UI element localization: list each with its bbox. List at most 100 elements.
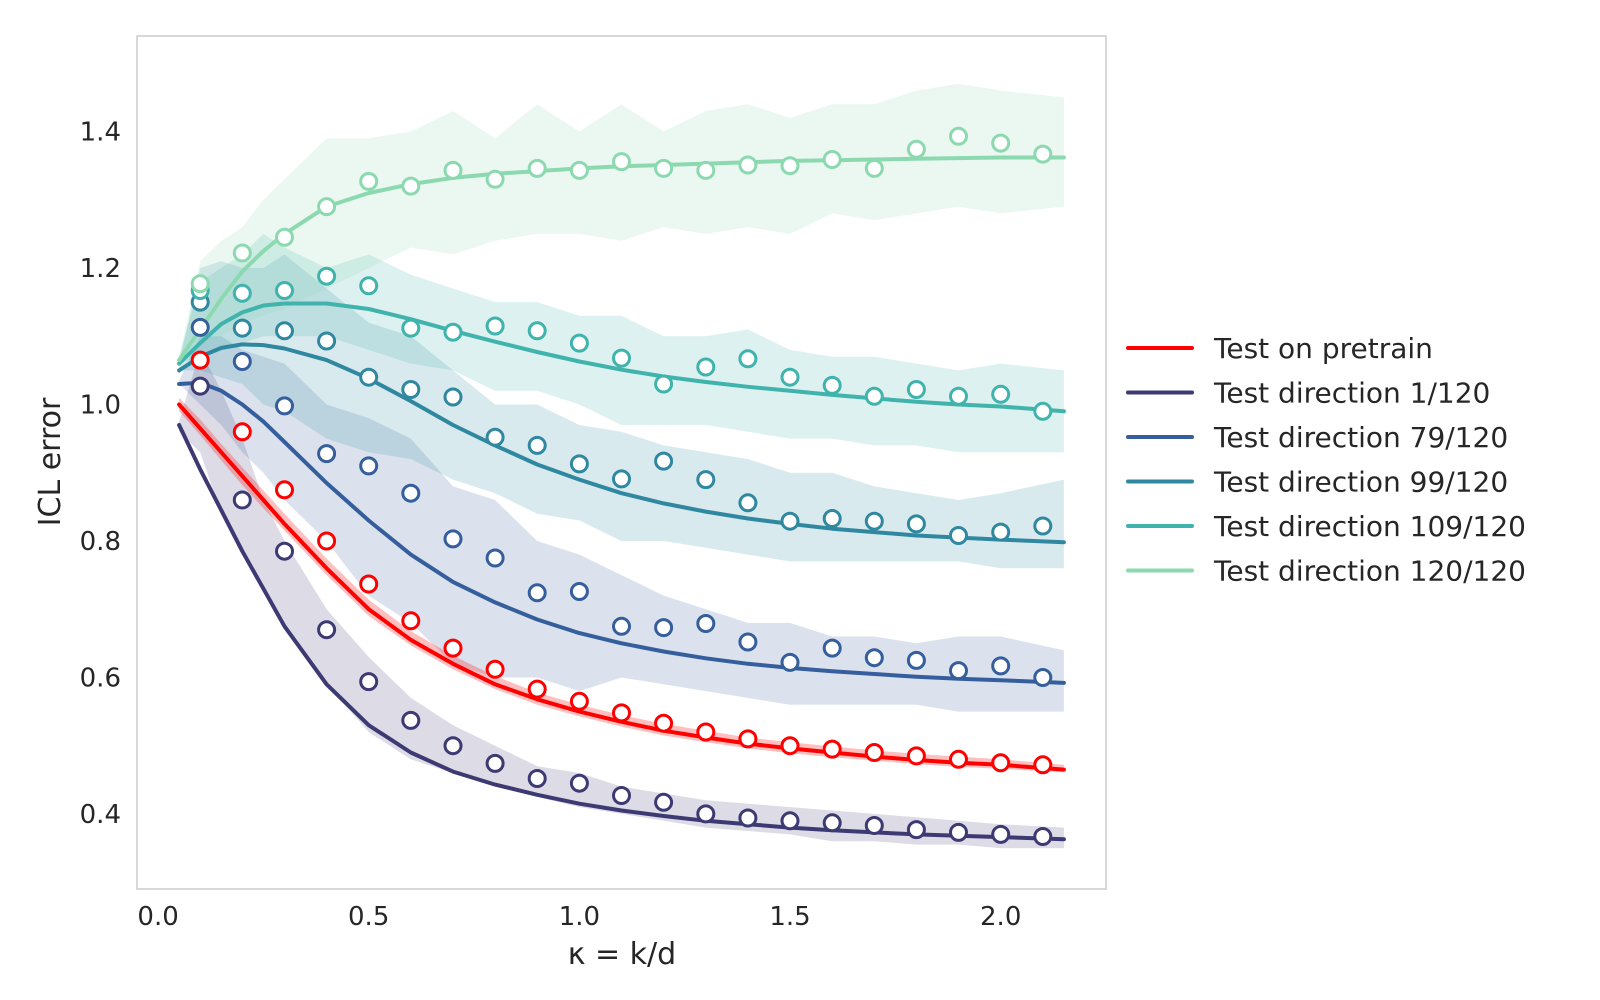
series-1-point — [696, 804, 716, 824]
y-tick-label: 0.4 — [80, 800, 121, 830]
series-1-point — [190, 376, 210, 396]
plot-frame — [136, 35, 1107, 890]
series-1-point — [780, 811, 800, 831]
x-tick-label: 2.0 — [980, 902, 1021, 932]
series-3-point — [780, 511, 800, 531]
series-2-point — [317, 444, 337, 464]
series-0-point — [822, 739, 842, 759]
y-tick-label: 1.2 — [80, 254, 121, 284]
series-1-point — [822, 813, 842, 833]
series-3-point — [527, 435, 547, 455]
series-5-point — [232, 243, 252, 263]
series-5-point — [190, 274, 210, 294]
series-2-point — [527, 583, 547, 603]
series-5-point — [654, 158, 674, 178]
series-2-theory-line — [177, 380, 1066, 685]
series-0-point — [991, 753, 1011, 773]
theory-curves — [177, 155, 1066, 842]
series-0-point — [527, 679, 547, 699]
series-1-point — [991, 824, 1011, 844]
series-3-point — [864, 511, 884, 531]
series-3-point — [232, 318, 252, 338]
series-5-point — [906, 139, 926, 159]
series-1-point — [443, 736, 463, 756]
series-0-point — [359, 574, 379, 594]
series-1-point — [906, 820, 926, 840]
series-5-point — [1033, 144, 1053, 164]
series-1-point — [275, 541, 294, 561]
series-4-point — [569, 333, 589, 353]
series-2-point — [232, 352, 252, 371]
series-3-point — [1033, 516, 1053, 536]
legend-label: Test direction 79/120 — [1213, 421, 1508, 454]
series-3-point — [275, 321, 294, 341]
series-2-point — [738, 632, 758, 652]
series-4-point — [359, 276, 379, 296]
series-0-point — [1033, 755, 1053, 775]
x-axis-label: κ = k/d — [568, 937, 676, 972]
series-5-band — [179, 83, 1064, 357]
series-2-point — [991, 656, 1011, 676]
series-1-point — [1033, 827, 1053, 846]
legend-label: Test direction 1/120 — [1213, 377, 1490, 410]
series-5-point — [864, 158, 884, 178]
series-3-point — [822, 509, 842, 528]
series-1-theory-line — [177, 423, 1066, 842]
series-1-point — [401, 710, 421, 730]
series-3-point — [612, 469, 631, 489]
x-tick-label: 1.5 — [769, 902, 810, 932]
series-4-point — [906, 380, 926, 399]
series-5-point — [822, 150, 842, 169]
series-0-point — [696, 722, 716, 742]
series-4-point — [696, 357, 716, 377]
series-3-point — [443, 387, 463, 407]
series-3-point — [569, 454, 589, 474]
series-0-point — [190, 350, 210, 370]
x-tick-label: 1.0 — [559, 902, 600, 932]
series-5-point — [359, 171, 379, 191]
series-0-point — [232, 422, 252, 442]
y-tick-label: 1.4 — [80, 118, 121, 148]
series-1-point — [738, 808, 758, 828]
y-axis-ticks: 0.4 0.6 0.8 1.0 1.2 1.4 — [80, 118, 121, 830]
series-3-band — [179, 254, 1064, 569]
series-3-point — [359, 367, 379, 387]
series-3-point — [317, 331, 337, 351]
series-5-point — [612, 152, 631, 172]
series-4-point — [991, 384, 1011, 404]
series-0-point — [780, 736, 800, 756]
series-4-point — [485, 316, 505, 336]
series-0-point — [949, 749, 968, 769]
series-3-point — [654, 451, 674, 471]
series-0-point — [654, 713, 674, 733]
series-2-point — [780, 652, 800, 672]
series-4-point — [780, 367, 800, 387]
series-0-point — [738, 729, 758, 749]
series-2-point — [190, 317, 210, 337]
series-0-point — [443, 638, 463, 658]
series-0-point — [317, 531, 337, 551]
legend-label: Test direction 120/120 — [1213, 555, 1526, 588]
series-5-theory-line — [177, 155, 1066, 363]
series-2-point — [949, 661, 968, 681]
series-2-point — [401, 483, 421, 503]
series-4-point — [317, 266, 337, 286]
series-2-point — [443, 529, 463, 549]
series-5-point — [275, 227, 294, 247]
series-5-point — [780, 156, 800, 176]
series-2-point — [275, 396, 294, 416]
series-4-point — [864, 386, 884, 406]
series-2-band — [179, 336, 1064, 712]
y-axis-label: ICL error — [33, 397, 68, 526]
series-0-point — [612, 703, 631, 723]
series-5-point — [527, 158, 547, 178]
series-4-point — [822, 375, 842, 395]
series-4-point — [949, 386, 968, 406]
series-5-point — [738, 155, 758, 175]
series-3-point — [485, 427, 505, 447]
x-tick-label: 0.5 — [348, 902, 389, 932]
series-2-point — [359, 456, 379, 476]
series-4-point — [612, 348, 631, 368]
series-2-point — [822, 638, 842, 658]
series-1-point — [569, 773, 589, 793]
